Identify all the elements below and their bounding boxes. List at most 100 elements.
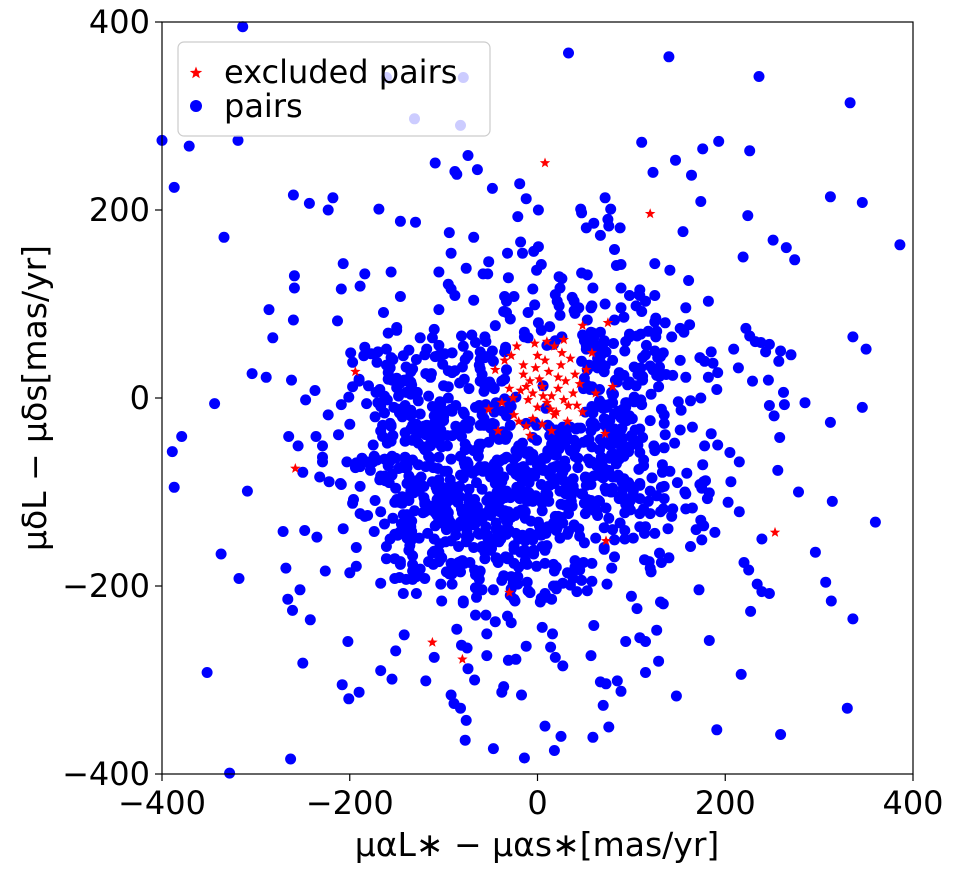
pair-point — [519, 555, 531, 567]
pair-point — [674, 354, 686, 366]
pair-point — [659, 429, 671, 441]
excluded-pair-point — [577, 320, 588, 331]
pair-point — [433, 502, 445, 514]
excluded-pair-point — [457, 653, 468, 664]
excluded-pair-point — [541, 336, 553, 346]
pair-point — [428, 651, 440, 663]
excluded-pair-point — [511, 340, 523, 351]
pair-point — [426, 547, 438, 559]
pair-point — [529, 470, 541, 482]
pair-point — [393, 403, 405, 415]
pair-point — [283, 431, 295, 442]
excluded-pair-point — [529, 338, 540, 348]
pair-point — [793, 486, 804, 498]
pair-point — [260, 371, 272, 383]
pair-point — [649, 316, 661, 328]
pair-point — [433, 304, 445, 316]
pair-point — [697, 459, 709, 471]
pair-point — [311, 531, 323, 543]
pair-point — [568, 434, 580, 446]
pair-point — [590, 532, 602, 544]
excluded-pair-point — [350, 366, 361, 377]
pair-point — [607, 354, 619, 366]
pair-point — [491, 454, 503, 466]
pair-point — [476, 584, 488, 596]
pair-point — [664, 264, 676, 276]
excluded-pair-point — [513, 416, 524, 426]
pair-point — [608, 338, 619, 349]
pair-point — [695, 196, 707, 207]
pair-point — [547, 628, 558, 640]
pair-point — [536, 621, 548, 633]
pair-point — [487, 355, 499, 367]
pair-point — [684, 319, 696, 331]
pair-point — [640, 349, 651, 361]
pair-point — [599, 298, 611, 310]
pair-point — [403, 344, 415, 356]
pair-point — [598, 366, 610, 378]
pair-point — [430, 428, 442, 440]
excluded-pair-point — [524, 430, 536, 440]
pair-point — [433, 556, 445, 568]
y-tick-label: 0 — [130, 379, 150, 417]
pair-point — [557, 463, 569, 475]
pair-point — [433, 451, 445, 463]
pair-point — [379, 390, 390, 402]
excluded-pair-point — [560, 375, 571, 386]
pair-point — [485, 544, 497, 556]
pair-point — [433, 266, 445, 278]
pair-point — [390, 645, 402, 657]
pair-point — [546, 438, 558, 450]
excluded-pair-point — [549, 409, 560, 420]
pair-point — [722, 496, 734, 508]
pair-point — [353, 686, 365, 698]
excluded-pair-point — [574, 378, 585, 389]
pair-point — [385, 266, 397, 278]
pair-point — [471, 477, 482, 489]
pair-point — [477, 268, 489, 280]
pair-point — [492, 491, 504, 503]
pair-point — [387, 512, 399, 524]
x-tick-label: 400 — [882, 784, 943, 822]
pair-point — [735, 668, 747, 680]
pair-point — [391, 324, 403, 336]
pair-point — [233, 573, 245, 584]
pair-point — [547, 462, 558, 474]
pair-point — [463, 511, 475, 523]
pair-point — [653, 381, 665, 393]
pair-point — [809, 546, 821, 558]
pair-point — [618, 311, 630, 323]
pair-point — [554, 309, 566, 321]
pair-point — [603, 220, 615, 232]
pair-point — [487, 743, 499, 755]
pair-point — [582, 472, 594, 484]
pair-point — [585, 425, 597, 437]
pair-point — [592, 510, 604, 521]
pair-point — [581, 269, 593, 281]
pair-point — [613, 438, 625, 450]
pair-point — [789, 254, 801, 266]
pair-point — [440, 536, 451, 548]
pair-point — [634, 493, 646, 505]
pair-point — [437, 358, 449, 370]
pair-point — [702, 371, 714, 383]
pair-point — [394, 215, 406, 227]
pair-point — [380, 343, 392, 355]
legend-label-pairs: pairs — [224, 87, 303, 125]
pair-point — [645, 388, 657, 400]
pair-point — [586, 557, 598, 569]
pair-point — [698, 476, 710, 488]
legend-box — [177, 41, 491, 137]
pair-point — [420, 429, 432, 441]
pair-point — [294, 584, 306, 596]
pair-point — [300, 394, 312, 406]
pair-point — [529, 299, 541, 311]
pair-point — [552, 510, 564, 522]
pair-point — [285, 753, 297, 765]
pair-point — [287, 604, 298, 616]
pair-point — [711, 384, 723, 395]
pair-point — [433, 339, 445, 351]
pair-point — [534, 528, 546, 540]
pair-point — [422, 527, 434, 539]
pair-point — [548, 745, 560, 756]
